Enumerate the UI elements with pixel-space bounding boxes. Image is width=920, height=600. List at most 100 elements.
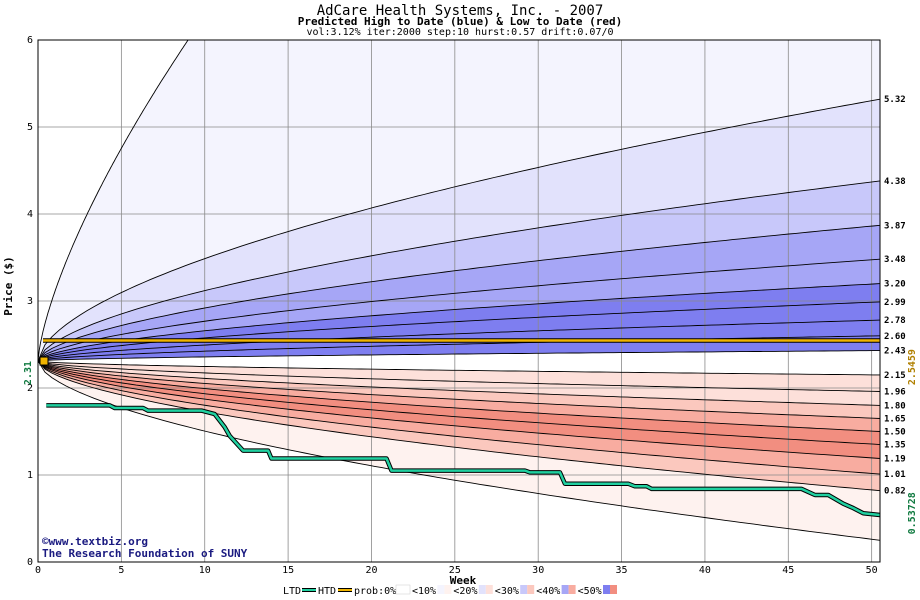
quantile-label: 2.15: [884, 371, 906, 381]
quantile-label: 2.78: [884, 316, 906, 326]
band-lower-7: [38, 361, 880, 475]
quantile-line-lower-3: [37, 360, 881, 419]
y-tick-label: 6: [27, 35, 33, 46]
y-tick-label: 4: [27, 209, 33, 220]
quantile-line-lower-7: [37, 360, 881, 475]
y-tick-label: 1: [27, 470, 33, 481]
band-lower-outer: [38, 361, 880, 541]
credit-org: The Research Foundation of SUNY: [42, 547, 248, 560]
legend-swatch-red: [568, 585, 576, 594]
band-upper-1: [38, 99, 880, 361]
quantile-line-upper-8: [37, 350, 880, 362]
quantile-label: 3.48: [884, 255, 906, 265]
band-upper-5: [38, 283, 880, 361]
quantile-line-upper-3: [37, 258, 881, 362]
y-tick-label: 5: [27, 122, 33, 133]
quantile-lines: [37, 39, 881, 541]
chart-title: AdCare Health Systems, Inc. - 2007: [316, 3, 604, 19]
quantile-line-upper-4: [37, 283, 881, 362]
legend-swatch-blue: [603, 585, 610, 594]
ltd-value-label: 0.53728: [907, 492, 918, 534]
quantile-label: 2.99: [884, 298, 906, 308]
x-axis-label: Week: [450, 574, 477, 587]
quantile-line-lower-4: [37, 360, 881, 432]
quantile-label: 1.65: [884, 414, 906, 424]
quantile-line-lower-0: [37, 360, 880, 376]
ltd-line: [46, 404, 881, 517]
labels: 5.32 4.38 3.87 3.48 3.20 2.99 2.78 2.60 2.43 2.15…: [23, 95, 918, 534]
start-price-label: 2.31: [23, 361, 34, 385]
legend-swatch-red: [485, 585, 493, 594]
x-tick-label: 45: [782, 565, 794, 576]
quantile-label: 3.87: [884, 221, 906, 231]
chart-params: vol:3.12% iter:2000 step:10 hurst:0.57 d…: [306, 27, 614, 38]
start-marker: [39, 356, 49, 366]
band-lower-3: [38, 361, 880, 419]
quantile-line-lower-5: [37, 360, 881, 446]
legend-swatch-red: [527, 585, 535, 594]
band-upper-6: [38, 301, 880, 361]
credit-site: ©www.textbiz.org: [42, 535, 148, 548]
band-lower-5: [38, 361, 880, 445]
x-tick-label: 50: [866, 565, 878, 576]
band-upper-0: [38, 40, 880, 361]
quantile-line-upper-0: [37, 98, 881, 362]
legend-item-label: <40%: [536, 586, 560, 597]
legend-prob-label: prob:0%: [354, 586, 396, 597]
quantile-label: 1.96: [884, 387, 906, 397]
legend-item-label: <10%: [412, 586, 436, 597]
band-lower-4: [38, 361, 880, 432]
x-tick-label: 20: [365, 565, 377, 576]
x-tick-label: 30: [532, 565, 544, 576]
legend-ltd-label: LTD: [283, 586, 301, 597]
chart-subtitle: Predicted High to Date (blue) & Low to D…: [297, 15, 623, 28]
quantile-line-outer-lower: [37, 360, 881, 541]
y-tick-label: 3: [27, 296, 33, 307]
legend-item-label: <50%: [578, 586, 602, 597]
series-lines: [39, 338, 881, 518]
quantile-line-lower-2: [37, 360, 881, 406]
legend-swatch-blue: [437, 585, 445, 594]
legend-swatch-blue: [520, 585, 528, 594]
quantile-label: 1.80: [884, 401, 906, 411]
band-lower-8: [38, 361, 880, 491]
quantile-label: 1.35: [884, 441, 906, 451]
band-lower-6: [38, 361, 880, 459]
x-tick-label: 25: [449, 565, 461, 576]
quantile-label: 2.60: [884, 332, 906, 342]
quantile-label: 3.20: [884, 280, 906, 290]
plot-border: [37, 39, 881, 563]
band-upper-2: [38, 180, 880, 361]
quantile-line-upper-1: [37, 180, 881, 362]
quantile-label: 0.82: [884, 487, 906, 497]
quantile-line-outer-upper: [37, 39, 189, 362]
band-lower-2: [38, 361, 880, 406]
legend-swatch-red: [444, 585, 452, 594]
quantile-label: 1.01: [884, 470, 906, 480]
legend: LTD HTD prob:0% <10% <20% <30% <40% <50%: [283, 584, 617, 597]
quantile-line-lower-8: [37, 360, 881, 492]
x-tick-label: 10: [199, 565, 211, 576]
y-tick-label: 0: [27, 557, 33, 568]
legend-swatch-blue: [478, 585, 486, 594]
quantile-label: 4.38: [884, 177, 906, 187]
band-upper-3: [38, 225, 880, 361]
quantile-label: 1.50: [884, 428, 906, 438]
y-axis-label: Price ($): [2, 256, 15, 316]
quantile-label: 5.32: [884, 95, 906, 105]
htd-value-label: 2.5459: [907, 349, 918, 385]
legend-swatch-blue: [561, 585, 569, 594]
x-tick-label: 0: [35, 565, 41, 576]
quantile-label: 1.19: [884, 454, 906, 464]
y-tick-label: 2: [27, 383, 33, 394]
legend-item-label: <30%: [495, 586, 519, 597]
quantile-line-lower-6: [37, 360, 881, 459]
quantile-label: 2.43: [884, 347, 906, 357]
legend-htd-label: HTD: [318, 586, 336, 597]
legend-swatch-0: [395, 584, 411, 595]
band-upper-4: [38, 259, 880, 361]
x-tick-label: 5: [118, 565, 124, 576]
quantile-line-upper-2: [37, 224, 881, 362]
